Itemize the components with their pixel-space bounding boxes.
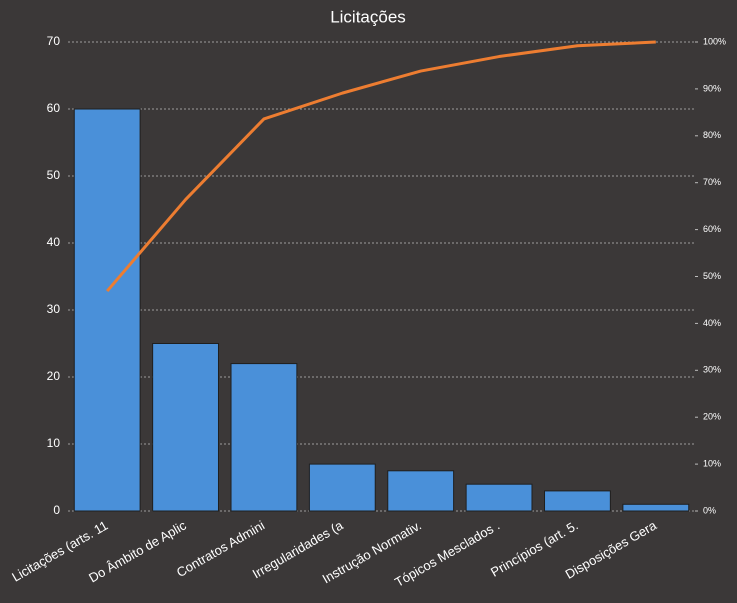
y-tick-label: 20 bbox=[47, 369, 61, 383]
y-tick-label: 40 bbox=[47, 235, 61, 249]
y2-tick-label: 90% bbox=[703, 83, 721, 93]
y-tick-label: 60 bbox=[47, 101, 61, 115]
bar bbox=[387, 470, 455, 512]
y-tick-label: 30 bbox=[47, 302, 61, 316]
bar bbox=[544, 490, 611, 512]
y-tick-label: 50 bbox=[47, 168, 61, 182]
y-tick-label: 10 bbox=[47, 436, 61, 450]
bar bbox=[465, 483, 533, 512]
cumulative-line bbox=[106, 40, 656, 293]
bar bbox=[230, 363, 298, 512]
y2-tick-label: 50% bbox=[703, 271, 721, 281]
y2-tick-label: 80% bbox=[703, 130, 721, 140]
y2-tick-label: 20% bbox=[703, 412, 721, 422]
y-tick-label: 70 bbox=[47, 34, 61, 48]
y2-tick-label: 60% bbox=[703, 224, 721, 234]
y2-tick-label: 100% bbox=[703, 36, 726, 46]
y2-tick-label: 70% bbox=[703, 177, 721, 187]
bar bbox=[73, 108, 141, 512]
y2-tick-label: 30% bbox=[703, 365, 721, 375]
bar bbox=[308, 463, 376, 512]
y2-tick-label: 40% bbox=[703, 318, 721, 328]
y2-tick-label: 0% bbox=[703, 505, 716, 515]
bar bbox=[622, 503, 690, 512]
chart-title: Licitações bbox=[330, 7, 406, 26]
y2-tick-label: 10% bbox=[703, 458, 721, 468]
bar bbox=[152, 343, 219, 512]
y-tick-label: 0 bbox=[53, 503, 60, 517]
